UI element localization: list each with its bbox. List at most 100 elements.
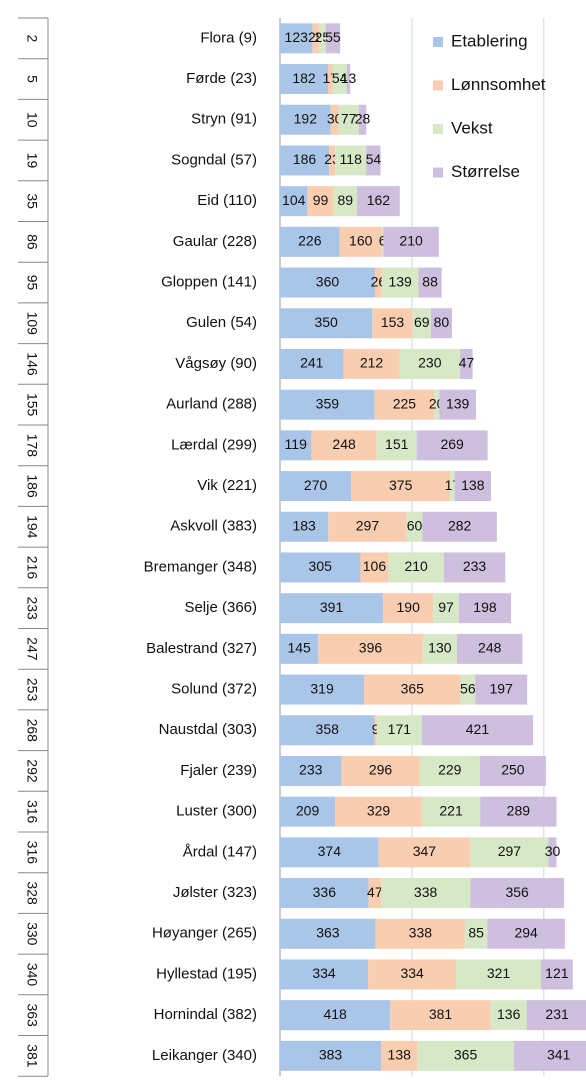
data-label: 360 [316,273,340,289]
bar-segment [368,878,382,909]
data-label: 85 [468,924,484,940]
bar-segment [526,1000,586,1031]
category-label: Fjaler (239) [180,762,257,779]
data-label: 248 [478,640,502,656]
category-label: Eid (110) [197,192,257,209]
bar-segment [374,267,382,298]
category-label: Leikanger (340) [152,1047,257,1064]
rank-label: 316 [24,800,40,824]
bar-segment [280,837,379,868]
bar-segment [487,918,565,949]
data-label: 221 [439,802,463,818]
bar-segment [280,593,384,624]
bar-segment [490,1000,527,1031]
category-label: Gloppen (141) [161,274,257,291]
data-label: 374 [318,843,342,859]
rank-label: 35 [24,193,40,209]
rank-label: 316 [24,841,40,865]
bar-segment [388,552,444,583]
data-label: 118 [340,151,363,167]
bar-segment [335,145,367,176]
bar-segment [280,23,313,54]
data-label: 341 [547,1047,571,1063]
data-label: 190 [397,599,421,615]
data-label: 336 [313,884,337,900]
data-label: 229 [438,762,462,778]
data-label: 104 [282,192,306,208]
data-label: 296 [369,762,393,778]
bar-segment [412,308,431,339]
data-label: 226 [298,233,322,249]
bar-segment [280,145,330,176]
data-label: 212 [360,355,384,371]
bar-segment [328,64,333,95]
labels: 2 Flora (9) 5 Førde (23) 10 Stryn (91) 19 Sognd… [24,29,545,1067]
data-label: 186 [293,151,317,167]
bar-segment [280,1040,382,1071]
data-label: 248 [332,436,356,452]
category-label: Jølster (323) [173,884,257,901]
bar-segment [406,511,423,542]
rank-label: 247 [24,637,40,661]
bar-segment [456,959,541,990]
data-label: 391 [320,599,344,615]
bar-segment [280,226,340,257]
rank-label: 146 [24,352,40,376]
rank-label: 5 [24,75,40,83]
data-label: 47 [367,884,383,900]
bar-segment [330,104,339,135]
bar-segment [458,593,512,624]
data-label: 145 [287,640,311,656]
rank-label: 330 [24,922,40,946]
bar-segment [280,267,375,298]
data-label: 183 [292,517,316,533]
data-label: 233 [463,558,487,574]
data-label: 210 [404,558,428,574]
bar-segment [329,145,336,176]
bar-segment [374,715,377,746]
data-label: 338 [409,924,433,940]
data-label: 225 [393,395,417,411]
data-label: 106 [363,558,387,574]
bar-segment [381,878,471,909]
bar-segment [540,959,573,990]
category-label: Gaular (228) [173,233,257,250]
bar-segment [422,633,458,664]
data-label: 363 [316,924,340,940]
data-label: 9 [372,721,380,737]
rank-label: 381 [24,1044,40,1068]
bar-segment [439,389,476,420]
bar-segment [280,389,375,420]
bar-segment [280,552,361,583]
bar-segment [333,186,358,217]
bar-segment [383,593,434,624]
data-label: 69 [414,314,430,330]
data-label: 56 [460,680,476,696]
bar-segment [381,267,419,298]
data-label: 297 [498,843,522,859]
category-label: Bremanger (348) [144,558,257,575]
bar-segment [280,715,375,746]
data-label: 375 [389,477,413,493]
bar-segment [319,23,326,54]
data-label: 233 [299,762,323,778]
bar-segment [360,552,389,583]
category-label: Årdal (147) [183,843,257,860]
data-label: 130 [428,640,452,656]
bar-segment [341,755,420,786]
category-label: Lærdal (299) [171,436,257,453]
bar-segment [480,796,557,827]
category-label: Naustdal (303) [159,721,257,738]
bar-segment [464,918,488,949]
data-label: 138 [388,1047,412,1063]
data-label: 319 [310,680,334,696]
bar-segment [434,389,440,420]
data-label: 136 [497,1006,521,1022]
rank-label: 268 [24,719,40,743]
bar-segment [450,471,455,502]
data-label: 89 [337,192,353,208]
data-label: 294 [514,924,538,940]
bar-segment [280,511,329,542]
category-label: Luster (300) [176,803,257,820]
data-label: 198 [473,599,497,615]
